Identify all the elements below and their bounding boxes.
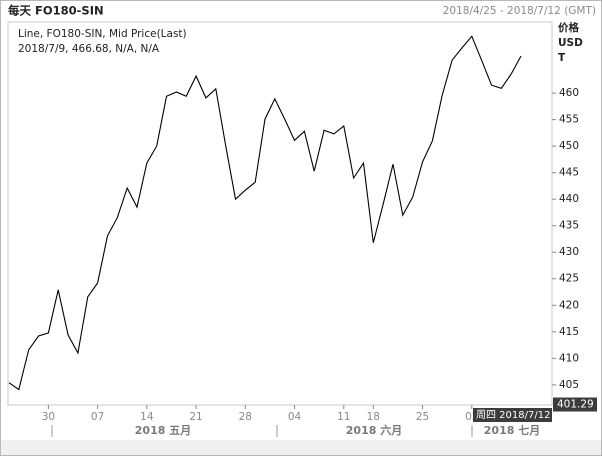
month-label: 2018 七月 bbox=[484, 423, 540, 437]
x-tick-label: 28 bbox=[239, 411, 252, 423]
date-range: 2018/4/25 - 2018/7/12 (GMT) bbox=[443, 5, 596, 17]
y-axis-label: 价格 bbox=[558, 21, 579, 34]
y-tick-label: 440 bbox=[559, 193, 579, 205]
y-tick-label: 410 bbox=[559, 352, 579, 364]
y-tick-label: 430 bbox=[559, 246, 579, 258]
cursor-value-box bbox=[553, 397, 597, 412]
y-tick-label: 450 bbox=[559, 140, 579, 152]
legend-line: 2018/7/9, 466.68, N/A, N/A bbox=[18, 43, 160, 55]
month-label: 2018 六月 bbox=[346, 423, 402, 437]
y-tick-label: 415 bbox=[559, 326, 579, 338]
x-tick-label: 30 bbox=[42, 411, 55, 423]
y-tick-label: 405 bbox=[559, 379, 579, 391]
y-tick-label: 420 bbox=[559, 299, 579, 311]
x-tick-label: 07 bbox=[91, 411, 104, 423]
x-tick-label: 04 bbox=[288, 411, 302, 423]
y-tick-label: 455 bbox=[559, 114, 579, 126]
legend-line: Line, FO180-SIN, Mid Price(Last) bbox=[18, 28, 187, 40]
y-tick-label: 445 bbox=[559, 167, 579, 179]
y-tick-label: 435 bbox=[559, 220, 579, 232]
y-axis-label: T bbox=[558, 52, 566, 64]
plot-area bbox=[7, 21, 553, 406]
x-tick-label: 11 bbox=[337, 411, 350, 423]
x-tick-label: 14 bbox=[140, 411, 154, 423]
y-tick-label: 460 bbox=[559, 87, 579, 99]
chart-title: 每天 FO180-SIN bbox=[8, 4, 104, 18]
footer-band bbox=[1, 440, 601, 455]
cursor-value-label: 401.29 bbox=[557, 399, 594, 411]
y-axis-label: USD bbox=[558, 37, 583, 49]
y-tick-label: 425 bbox=[559, 273, 579, 285]
x-tick-label: 21 bbox=[189, 411, 202, 423]
cursor-date-label: 周四 2018/7/12 bbox=[476, 409, 550, 421]
cursor-date-box bbox=[473, 408, 552, 422]
series-line bbox=[8, 35, 522, 391]
month-label: 2018 五月 bbox=[135, 424, 191, 437]
x-tick-label: 18 bbox=[367, 411, 380, 423]
x-tick-label: 25 bbox=[416, 411, 429, 423]
